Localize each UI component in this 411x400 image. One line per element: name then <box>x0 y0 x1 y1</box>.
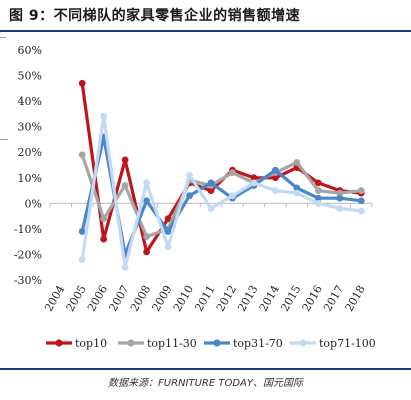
data-point <box>78 228 86 235</box>
series-line <box>80 153 363 239</box>
legend-label: top11-30 <box>147 337 197 350</box>
x-tick-label: 2011 <box>192 283 217 314</box>
title-divider <box>0 30 411 32</box>
data-point <box>121 263 129 271</box>
data-point <box>121 182 129 189</box>
data-point <box>272 174 279 182</box>
legend-swatch-marker <box>127 339 135 347</box>
y-tick-label: 50% <box>18 70 42 83</box>
data-point <box>121 156 129 164</box>
data-point <box>229 192 236 200</box>
footer-divider <box>0 368 411 370</box>
x-tick-label: 2006 <box>85 283 110 314</box>
data-point <box>143 197 151 205</box>
y-tick-label: 0% <box>25 197 42 210</box>
data-point <box>314 179 322 187</box>
x-axis: 2004200520062007200820092010201120122013… <box>42 202 373 314</box>
legend-swatch-marker <box>213 339 221 347</box>
data-point <box>100 113 108 120</box>
data-point <box>314 187 322 194</box>
data-point <box>357 187 365 194</box>
x-tick-label: 2015 <box>278 283 303 314</box>
data-point <box>207 187 215 194</box>
x-tick-label: 2007 <box>106 283 131 314</box>
data-point <box>314 194 322 202</box>
data-point <box>293 184 301 192</box>
y-tick-label: 20% <box>18 146 42 159</box>
legend-label: top71-100 <box>319 337 376 350</box>
data-point <box>100 235 108 243</box>
x-tick-label: 2016 <box>300 283 325 314</box>
data-point <box>336 189 344 197</box>
data-point <box>164 215 172 223</box>
series-layer <box>78 79 365 271</box>
figure-title: 图 9：不同梯队的家具零售企业的销售额增速 <box>9 8 301 24</box>
data-point <box>78 151 86 159</box>
series-top11-30 <box>78 151 365 240</box>
series-line <box>80 81 363 254</box>
x-tick-label: 2014 <box>257 283 282 314</box>
legend-label: top31-70 <box>233 337 283 350</box>
x-tick-label: 2004 <box>42 283 67 314</box>
data-point <box>357 207 365 215</box>
x-tick-label: 2017 <box>321 283 346 314</box>
x-tick-label: 2010 <box>171 283 196 314</box>
legend: top10 top11-30 top31-70 top71-100 <box>46 337 376 350</box>
data-point <box>336 194 344 202</box>
data-point <box>143 179 151 187</box>
data-point <box>272 187 279 194</box>
data-point <box>293 159 301 166</box>
series-top71-100 <box>78 113 365 271</box>
legend-swatch-marker <box>299 339 307 347</box>
data-point <box>336 205 344 212</box>
legend-swatch-marker <box>55 339 63 347</box>
y-tick-label: 10% <box>18 172 42 185</box>
data-point <box>357 197 365 205</box>
data-point <box>78 79 86 87</box>
x-tick-label: 2009 <box>149 283 174 314</box>
data-point <box>250 174 258 182</box>
data-point <box>78 256 86 263</box>
left-edge-mark <box>0 139 8 140</box>
data-point <box>229 169 236 177</box>
data-point <box>314 199 322 207</box>
y-tick-label: -10% <box>14 223 42 236</box>
series-line <box>80 114 363 269</box>
data-point <box>207 179 215 187</box>
data-point <box>143 248 151 256</box>
data-point <box>186 192 193 200</box>
data-point <box>100 215 108 223</box>
data-point <box>143 233 151 240</box>
data-point <box>250 179 258 187</box>
data-point <box>164 228 172 235</box>
y-tick-label: 40% <box>18 95 42 108</box>
y-axis: -30% -20% -10% 0% 10% 20% 30% 40% 50% 60% <box>14 44 42 287</box>
y-tick-label: 30% <box>18 121 42 134</box>
y-tick-label: -30% <box>14 274 42 287</box>
y-tick-label: 60% <box>18 44 42 57</box>
data-point <box>186 171 193 179</box>
x-tick-label: 2008 <box>128 283 153 314</box>
x-tick-label: 2013 <box>235 283 260 314</box>
legend-label: top10 <box>75 337 107 350</box>
line-chart: -30%-20%-10%0%10%20%30%40%50%60% 2004200… <box>14 44 376 350</box>
data-point <box>207 205 215 212</box>
x-tick-label: 2005 <box>64 283 89 314</box>
source-note: 数据来源：FURNITURE TODAY、国元国际 <box>108 378 303 389</box>
data-point <box>272 166 279 174</box>
data-point <box>293 189 301 197</box>
x-tick-label: 2012 <box>214 283 239 314</box>
x-tick-label: 2018 <box>343 283 368 314</box>
left-edge-mark-top <box>0 37 6 38</box>
series-line <box>80 135 363 256</box>
y-tick-label: -20% <box>14 248 42 261</box>
data-point <box>164 243 172 251</box>
